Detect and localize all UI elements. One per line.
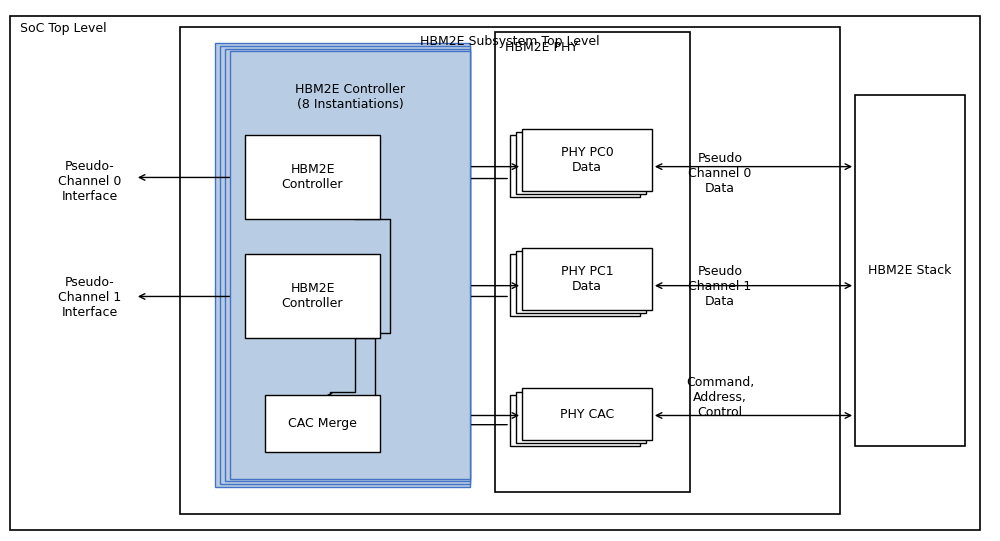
FancyBboxPatch shape (516, 132, 646, 194)
Text: Pseudo-
Channel 0
Interface: Pseudo- Channel 0 Interface (58, 160, 122, 203)
FancyBboxPatch shape (230, 51, 470, 479)
FancyBboxPatch shape (510, 395, 640, 446)
Text: HBM2E Subsystem Top Level: HBM2E Subsystem Top Level (420, 35, 600, 48)
Text: PHY CAC: PHY CAC (560, 407, 614, 421)
FancyBboxPatch shape (265, 395, 380, 452)
FancyBboxPatch shape (245, 254, 380, 338)
Text: Pseudo
Channel 1
Data: Pseudo Channel 1 Data (688, 265, 752, 308)
Text: Command,
Address,
Control: Command, Address, Control (686, 376, 754, 419)
FancyBboxPatch shape (510, 254, 640, 316)
Text: SoC Top Level: SoC Top Level (20, 22, 107, 35)
FancyBboxPatch shape (516, 251, 646, 313)
Text: HBM2E
Controller: HBM2E Controller (282, 282, 343, 310)
FancyBboxPatch shape (495, 32, 690, 492)
FancyBboxPatch shape (220, 46, 470, 484)
Text: Pseudo-
Channel 1
Interface: Pseudo- Channel 1 Interface (58, 276, 122, 319)
Text: Pseudo
Channel 0
Data: Pseudo Channel 0 Data (688, 151, 752, 195)
Text: HBM2E PHY: HBM2E PHY (505, 41, 578, 54)
FancyBboxPatch shape (522, 248, 652, 310)
FancyBboxPatch shape (522, 129, 652, 191)
FancyBboxPatch shape (215, 43, 470, 487)
FancyBboxPatch shape (855, 95, 965, 446)
FancyBboxPatch shape (225, 49, 470, 481)
FancyBboxPatch shape (510, 135, 640, 197)
Text: HBM2E
Controller: HBM2E Controller (282, 163, 343, 191)
FancyBboxPatch shape (522, 388, 652, 440)
Text: HBM2E Controller
(8 Instantiations): HBM2E Controller (8 Instantiations) (295, 83, 405, 111)
Text: PHY PC1
Data: PHY PC1 Data (561, 265, 613, 293)
FancyBboxPatch shape (180, 27, 840, 514)
Text: CAC Merge: CAC Merge (288, 417, 357, 430)
Text: HBM2E Stack: HBM2E Stack (868, 264, 952, 277)
FancyBboxPatch shape (245, 135, 380, 219)
FancyBboxPatch shape (516, 392, 646, 443)
FancyBboxPatch shape (10, 16, 980, 530)
Text: PHY PC0
Data: PHY PC0 Data (561, 146, 613, 174)
